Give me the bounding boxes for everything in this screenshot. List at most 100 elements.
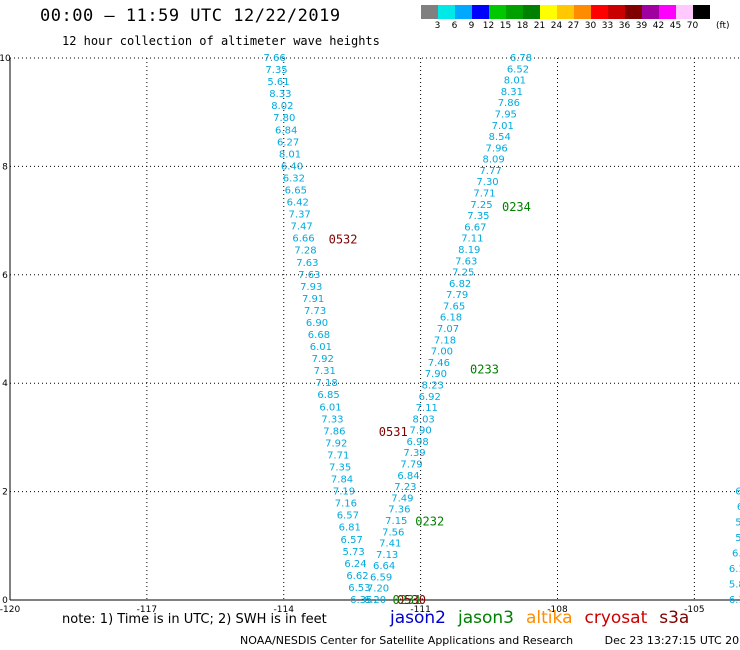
x-tick-label: -120 xyxy=(0,605,20,615)
swh-value-label: 7.11 xyxy=(416,403,438,414)
swh-value-label: 6.59 xyxy=(370,572,392,583)
swh-value-label: 7.23 xyxy=(394,482,416,493)
swh-value-label: 7.15 xyxy=(385,516,407,527)
legend-swatch xyxy=(642,5,659,19)
swh-value-label: 6.85 xyxy=(317,390,339,401)
swh-value-label: 7.01 xyxy=(492,121,514,132)
legend-swatch xyxy=(574,5,591,19)
swh-value-label: 6.53 xyxy=(348,583,370,594)
swh-value-label: 7.84 xyxy=(331,475,353,486)
swh-value-label: 7.20 xyxy=(367,584,389,595)
swh-value-label: 7.18 xyxy=(434,335,456,346)
swh-value-label: 6.67 xyxy=(464,222,486,233)
swh-value-label: 6.42 xyxy=(287,198,309,209)
swh-value-label: 8.19 xyxy=(458,245,480,256)
legend-label: 27 xyxy=(567,21,580,31)
swh-value-label: 5.82 xyxy=(729,580,740,591)
footer-note: note: 1) Time is in UTC; 2) SWH is in fe… xyxy=(62,612,327,627)
swh-value-label: 7.79 xyxy=(446,290,468,301)
swh-value-label: 7.35 xyxy=(329,463,351,474)
swh-value-label: 5.61 xyxy=(267,77,289,88)
swh-value-label: 7.35 xyxy=(265,65,287,76)
legend-swatch xyxy=(472,5,489,19)
legend-swatch xyxy=(506,5,523,19)
pass-time-label: 0532 xyxy=(329,233,358,247)
legend-label: 45 xyxy=(669,21,682,31)
legend-label: 24 xyxy=(550,21,563,31)
swh-value-label: 7.93 xyxy=(300,282,322,293)
swh-value-label: 7.47 xyxy=(290,222,312,233)
pass-time-label: 0531 xyxy=(379,425,408,439)
x-tick-label: -114 xyxy=(274,605,295,615)
swh-value-label: 7.41 xyxy=(379,539,401,550)
swh-value-label: 7.00 xyxy=(431,347,453,358)
legend-label: 9 xyxy=(468,21,475,31)
legend-label: 30 xyxy=(584,21,597,31)
satellite-jason2: jason2 xyxy=(390,608,446,628)
swh-value-label: 6.35 xyxy=(350,595,372,606)
swh-value-label: 6.64 xyxy=(373,561,395,572)
swh-value-label: 6.84 xyxy=(275,125,297,136)
pass-time-label: 0232 xyxy=(415,514,444,528)
swh-value-label: 7.33 xyxy=(321,414,343,425)
swh-value-label: 8.02 xyxy=(271,101,293,112)
swh-value-label: 7.86 xyxy=(323,426,345,437)
satellite-altika: altika xyxy=(526,608,573,628)
x-tick-label: -105 xyxy=(684,605,704,615)
legend-swatch xyxy=(438,5,455,19)
swh-value-label: 6.20 xyxy=(364,595,386,606)
swh-value-label: 7.35 xyxy=(467,211,489,222)
legend-swatch xyxy=(608,5,625,19)
swh-value-label: 6.16 xyxy=(729,564,740,575)
swh-value-label: 7.90 xyxy=(425,369,447,380)
swh-value-label: 8.31 xyxy=(501,87,523,98)
swh-value-label: 8.09 xyxy=(482,155,504,166)
swh-value-label: 7.96 xyxy=(486,143,508,154)
swh-value-label: 7.11 xyxy=(461,234,483,245)
satellite-cryosat: cryosat xyxy=(584,608,648,628)
swh-value-label: 8.03 xyxy=(413,414,435,425)
legend-labels: 3 6 9 12 15 18 21 24 27 30 33 36 39 42 45 70 xyxy=(429,21,710,31)
y-tick-label: 10 xyxy=(0,54,11,64)
legend-swatch xyxy=(625,5,642,19)
swh-value-label: 7.56 xyxy=(382,527,404,538)
legend-label: 70 xyxy=(686,21,699,31)
swh-value-label: 7.13 xyxy=(376,550,398,561)
generated-timestamp: Dec 23 13:27:15 UTC 2019 xyxy=(604,634,740,647)
swh-value-label: 6.01 xyxy=(319,402,341,413)
swh-value-label: 8.33 xyxy=(269,89,291,100)
legend-label: 42 xyxy=(652,21,665,31)
legend-swatch xyxy=(421,5,438,19)
legend-label: 33 xyxy=(601,21,614,31)
swh-value-label: 7.25 xyxy=(452,268,474,279)
swh-value-label: 7.07 xyxy=(437,324,459,335)
swh-value-label: 5.73 xyxy=(342,547,364,558)
pass-time-label: 0231 xyxy=(392,593,421,607)
swh-value-label: 7.18 xyxy=(316,378,338,389)
swh-value-label: 7.66 xyxy=(263,53,285,64)
x-tick-label: -108 xyxy=(547,605,568,615)
swh-value-label: 7.36 xyxy=(388,505,410,516)
x-tick-label: -117 xyxy=(137,605,157,615)
legend-swatch xyxy=(693,5,710,19)
legend-unit: (ft) xyxy=(716,21,730,31)
swh-value-label: 8.01 xyxy=(504,76,526,87)
time-annotations: 0532 0531 0530 0234 0233 0232 0231 xyxy=(329,200,531,607)
legend-swatch xyxy=(659,5,676,19)
swh-value-label: 6.32 xyxy=(283,173,305,184)
swh-value-label: 8.23 xyxy=(422,380,444,391)
swh-value-label: 6.84 xyxy=(397,471,419,482)
legend-swatch xyxy=(676,5,693,19)
swh-value-label: 5. xyxy=(735,518,740,529)
swh-value-label: 6.18 xyxy=(440,313,462,324)
grid xyxy=(9,57,740,601)
legend-label: 12 xyxy=(482,21,495,31)
swh-value-label: 7.73 xyxy=(304,306,326,317)
legend-swatch xyxy=(557,5,574,19)
swh-value-label: 6.90 xyxy=(306,318,328,329)
legend-label: 6 xyxy=(451,21,458,31)
swh-value-label: 6.78 xyxy=(510,53,532,64)
swh-value-label: 7.92 xyxy=(325,438,347,449)
swh-value-label: 6.24 xyxy=(344,559,366,570)
